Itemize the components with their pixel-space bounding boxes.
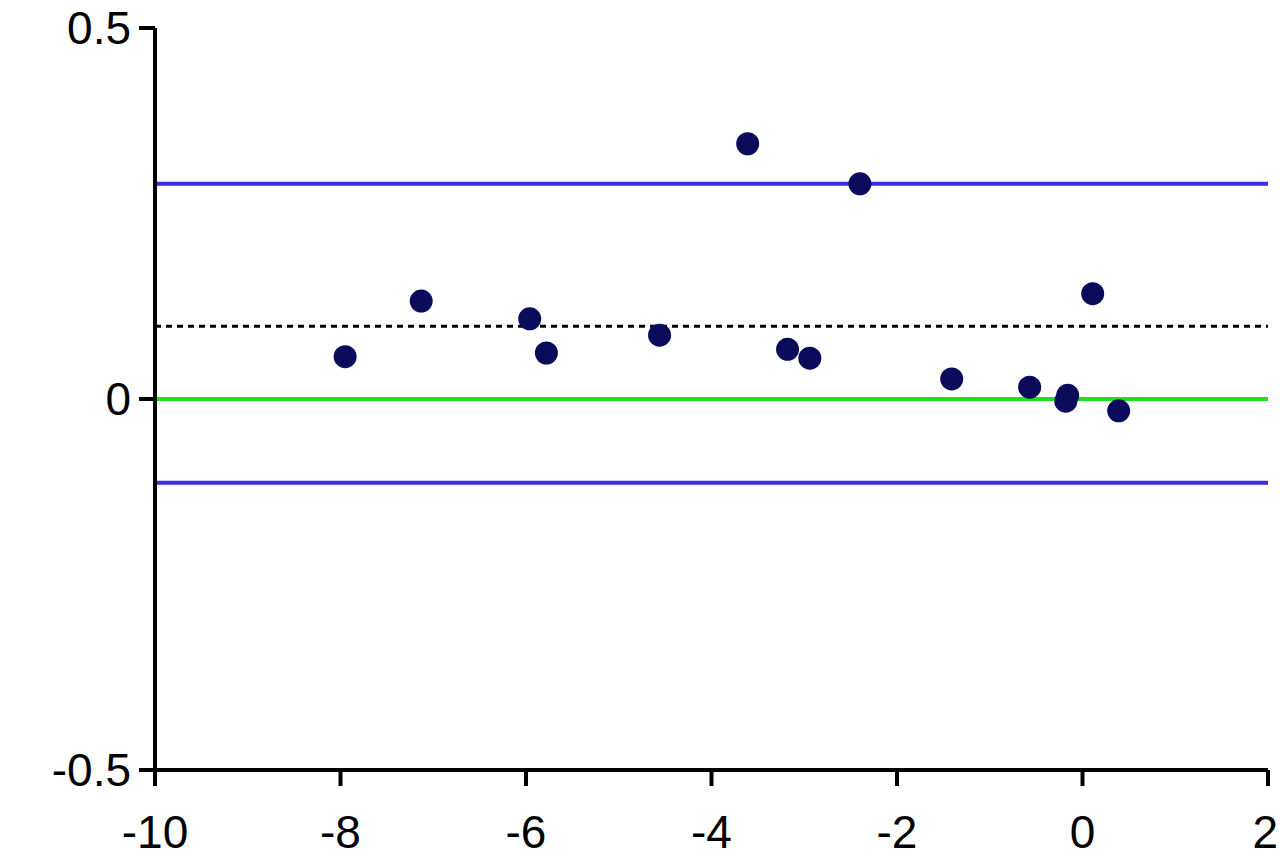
x-tick [1266,770,1270,786]
point [798,347,821,370]
point [1081,282,1104,305]
plot-area [155,132,1268,483]
x-tick-label: -6 [506,806,547,858]
x-tick [524,770,528,786]
x-tick-label: -10 [122,806,188,858]
point [1018,376,1041,399]
x-tick-label: -4 [691,806,732,858]
point [410,290,433,313]
y-tick [139,768,155,772]
reference-line [155,325,1268,328]
point [1107,399,1130,422]
point [648,324,671,347]
y-tick [139,397,155,401]
x-tick [1081,770,1085,786]
x-tick-label: -2 [877,806,918,858]
reference-line [155,481,1268,485]
reference-line [155,397,1268,401]
y-tick-label: 0.5 [67,2,131,54]
x-tick [710,770,714,786]
point [776,338,799,361]
x-tick [895,770,899,786]
x-tick-label: 2 [1252,806,1278,858]
y-tick [139,26,155,30]
y-tick-label: 0 [105,373,131,425]
x-tick-label: 0 [1070,806,1096,858]
point [535,341,558,364]
point [334,345,357,368]
y-tick-label: -0.5 [52,744,131,796]
x-tick [339,770,343,786]
point [518,307,541,330]
reference-line [155,182,1268,186]
chart: -0.5 0 0.5 -10 -8 -6 -4 -2 0 2 [0,0,1280,865]
x-tick [153,770,157,786]
point [1054,390,1077,413]
point [940,367,963,390]
x-tick-label: -8 [320,806,361,858]
point [736,132,759,155]
point [848,172,871,195]
